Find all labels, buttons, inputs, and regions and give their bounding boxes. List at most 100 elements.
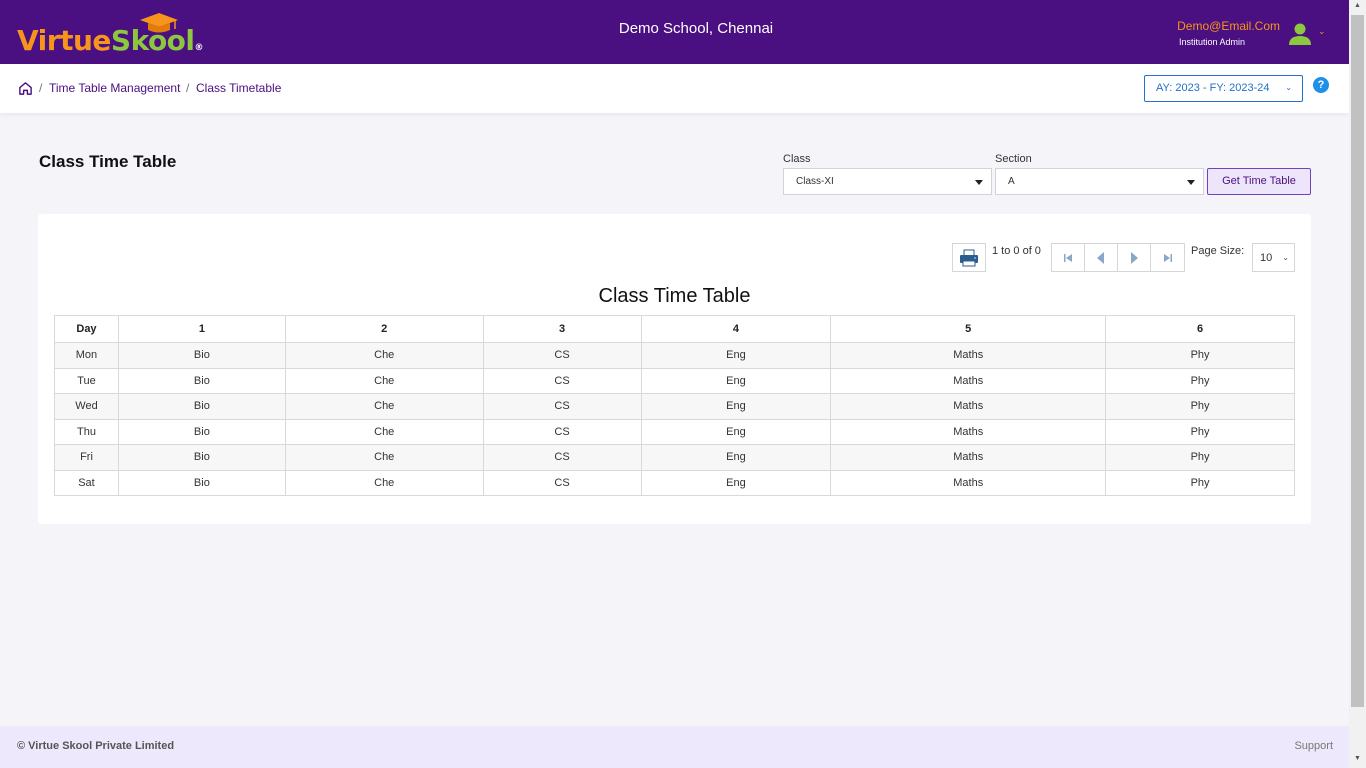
subject-cell: Bio (117, 418, 286, 445)
first-page-button[interactable] (1052, 244, 1085, 271)
breadcrumb-bar: / Time Table Management / Class Timetabl… (0, 64, 1349, 113)
table-row: Tue Bio Che CS Eng Maths Phy (54, 367, 1295, 394)
support-link[interactable]: Support (1294, 740, 1333, 752)
last-page-icon (1163, 253, 1172, 262)
subject-cell: CS (482, 342, 642, 369)
table-row: Sat Bio Che CS Eng Maths Phy (54, 469, 1295, 496)
breadcrumb-time-table-management[interactable]: Time Table Management (49, 81, 181, 95)
graduation-cap-icon (140, 13, 178, 33)
page-footer: © Virtue Skool Private Limited Support (0, 726, 1349, 768)
subject-cell: Maths (830, 418, 1107, 445)
column-header-day[interactable]: Day (54, 315, 119, 343)
user-email[interactable]: Demo@Email.Com (1177, 19, 1280, 33)
subject-cell: CS (482, 418, 642, 445)
previous-page-button[interactable] (1085, 244, 1118, 271)
virtueskool-logo[interactable]: VirtueSkool® (17, 12, 217, 57)
day-cell: Sat (54, 469, 119, 496)
table-header-row: Day 1 2 3 4 5 6 (54, 315, 1295, 343)
subject-cell: Eng (640, 418, 832, 445)
caret-down-icon (1187, 180, 1195, 185)
chevron-down-icon[interactable]: ⌄ (1318, 26, 1326, 36)
column-header-period-4[interactable]: 4 (640, 315, 832, 343)
day-cell: Fri (54, 444, 119, 471)
scroll-up-icon[interactable]: ▲ (1354, 2, 1361, 9)
column-header-period-6[interactable]: 6 (1105, 315, 1295, 343)
breadcrumb-separator: / (39, 81, 43, 95)
subject-cell: Che (284, 393, 484, 420)
column-header-period-5[interactable]: 5 (830, 315, 1107, 343)
subject-cell: Maths (830, 342, 1107, 369)
day-cell: Wed (54, 393, 119, 420)
subject-cell: Eng (640, 469, 832, 496)
subject-cell: Bio (117, 393, 286, 420)
pagination-controls (1051, 243, 1185, 272)
section-label: Section (995, 153, 1032, 165)
day-cell: Thu (54, 418, 119, 445)
class-label: Class (783, 153, 811, 165)
day-cell: Tue (54, 367, 119, 394)
print-button[interactable] (952, 243, 986, 272)
logo-wordmark: VirtueSkool® (17, 24, 204, 57)
subject-cell: Phy (1105, 418, 1295, 445)
breadcrumb-class-timetable[interactable]: Class Timetable (196, 81, 282, 95)
subject-cell: Che (284, 418, 484, 445)
subject-cell: Bio (117, 342, 286, 369)
subject-cell: Che (284, 367, 484, 394)
scrollbar-thumb[interactable] (1351, 15, 1364, 707)
subject-cell: Bio (117, 444, 286, 471)
subject-cell: Eng (640, 444, 832, 471)
subject-cell: Maths (830, 393, 1107, 420)
subject-cell: Che (284, 444, 484, 471)
class-select-value: Class-XI (796, 176, 834, 187)
day-cell: Mon (54, 342, 119, 369)
subject-cell: Bio (117, 469, 286, 496)
academic-year-value: AY: 2023 - FY: 2023-24 (1156, 82, 1270, 94)
page-size-value: 10 (1260, 252, 1273, 264)
help-icon[interactable]: ? (1313, 77, 1329, 93)
home-icon[interactable] (18, 81, 33, 96)
column-header-period-3[interactable]: 3 (482, 315, 642, 343)
next-page-button[interactable] (1118, 244, 1151, 271)
column-header-period-1[interactable]: 1 (117, 315, 286, 343)
section-select-value: A (1008, 176, 1015, 187)
subject-cell: Phy (1105, 342, 1295, 369)
subject-cell: Maths (830, 469, 1107, 496)
subject-cell: CS (482, 444, 642, 471)
subject-cell: CS (482, 393, 642, 420)
table-title: Class Time Table (598, 285, 751, 307)
subject-cell: Che (284, 342, 484, 369)
page-size-label: Page Size: (1191, 245, 1245, 257)
subject-cell: Eng (640, 342, 832, 369)
breadcrumb-separator: / (186, 81, 190, 95)
page-size-select[interactable]: 10 ⌄ (1252, 243, 1295, 272)
caret-down-icon (975, 180, 983, 185)
top-header: VirtueSkool® Demo School, Chennai Demo@E… (0, 0, 1349, 64)
column-header-period-2[interactable]: 2 (284, 315, 484, 343)
chevron-down-icon: ⌄ (1282, 253, 1289, 262)
subject-cell: CS (482, 367, 642, 394)
academic-year-select[interactable]: AY: 2023 - FY: 2023-24 ⌄ (1144, 75, 1303, 102)
scroll-down-icon[interactable]: ▼ (1354, 755, 1361, 762)
class-select[interactable]: Class-XI (783, 168, 992, 195)
subject-cell: CS (482, 469, 642, 496)
page-title: Class Time Table (39, 152, 177, 171)
section-select[interactable]: A (995, 168, 1204, 195)
pager-summary: 1 to 0 of 0 (992, 245, 1041, 257)
subject-cell: Che (284, 469, 484, 496)
user-avatar-icon[interactable] (1288, 22, 1312, 46)
subject-cell: Phy (1105, 393, 1295, 420)
table-row: Mon Bio Che CS Eng Maths Phy (54, 342, 1295, 369)
user-role: Institution Admin (1179, 37, 1246, 47)
subject-cell: Maths (830, 367, 1107, 394)
subject-cell: Bio (117, 367, 286, 394)
printer-icon (960, 249, 978, 267)
subject-cell: Phy (1105, 469, 1295, 496)
first-page-icon (1064, 253, 1072, 262)
school-name: Demo School, Chennai (618, 20, 774, 37)
table-row: Wed Bio Che CS Eng Maths Phy (54, 393, 1295, 420)
copyright-text: © Virtue Skool Private Limited (17, 740, 175, 752)
chevron-down-icon: ⌄ (1285, 83, 1292, 92)
get-time-table-button[interactable]: Get Time Table (1207, 168, 1311, 195)
subject-cell: Maths (830, 444, 1107, 471)
last-page-button[interactable] (1151, 244, 1184, 271)
